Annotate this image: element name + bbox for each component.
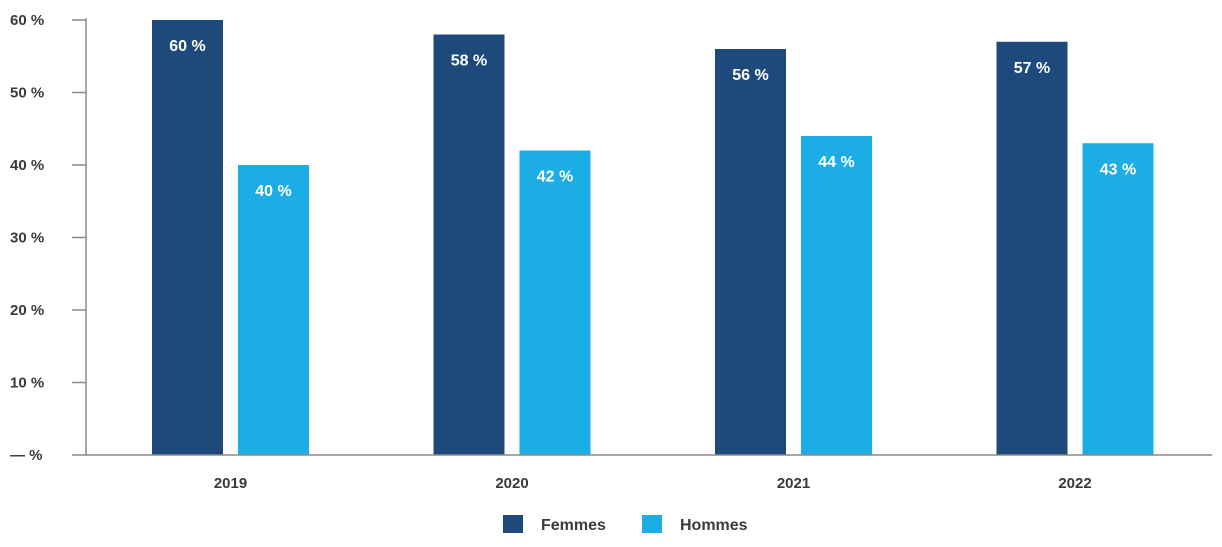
x-tick-label: 2020 — [495, 475, 528, 492]
data-label-femmes-2020: 58 % — [451, 53, 487, 70]
x-axis: 2019 2020 2021 2022 — [86, 454, 1212, 492]
data-label-hommes-2020: 42 % — [537, 169, 573, 186]
x-tick-label: 2022 — [1058, 475, 1091, 492]
data-labels: 60 % 40 % 58 % 42 % 56 % 44 % 57 % 43 % — [169, 38, 1136, 200]
data-label-femmes-2019: 60 % — [169, 38, 205, 55]
y-axis: — % 10 % 20 % 30 % 40 % 50 % 60 % — [10, 12, 87, 464]
bar-hommes-2022 — [1082, 143, 1154, 455]
bar-femmes-2021 — [715, 49, 786, 455]
bar-hommes-2020 — [519, 150, 591, 455]
bar-femmes-2019 — [152, 20, 223, 455]
data-label-hommes-2019: 40 % — [255, 183, 291, 200]
data-label-hommes-2022: 43 % — [1100, 161, 1136, 178]
legend-label-hommes: Hommes — [680, 517, 748, 534]
bar-hommes-2021 — [801, 136, 872, 455]
bar-femmes-2022 — [996, 41, 1068, 455]
y-tick-label: 50 % — [10, 85, 44, 102]
y-tick-label: 60 % — [10, 12, 44, 29]
bar-femmes-2020 — [433, 34, 505, 455]
y-tick-label: 20 % — [10, 302, 44, 319]
y-tick-label: 30 % — [10, 230, 44, 247]
bars — [152, 20, 1154, 455]
y-tick-label: — % — [10, 447, 43, 464]
data-label-femmes-2022: 57 % — [1014, 60, 1050, 77]
bar-hommes-2019 — [238, 165, 309, 455]
legend-swatch-femmes — [503, 515, 523, 533]
legend-swatch-hommes — [642, 515, 662, 533]
data-label-femmes-2021: 56 % — [732, 67, 768, 84]
x-tick-label: 2019 — [214, 475, 247, 492]
legend-label-femmes: Femmes — [541, 517, 606, 534]
legend: Femmes Hommes — [503, 515, 748, 534]
data-label-hommes-2021: 44 % — [818, 154, 854, 171]
x-tick-label: 2021 — [777, 475, 810, 492]
y-tick-label: 40 % — [10, 157, 44, 174]
y-tick-label: 10 % — [10, 375, 44, 392]
